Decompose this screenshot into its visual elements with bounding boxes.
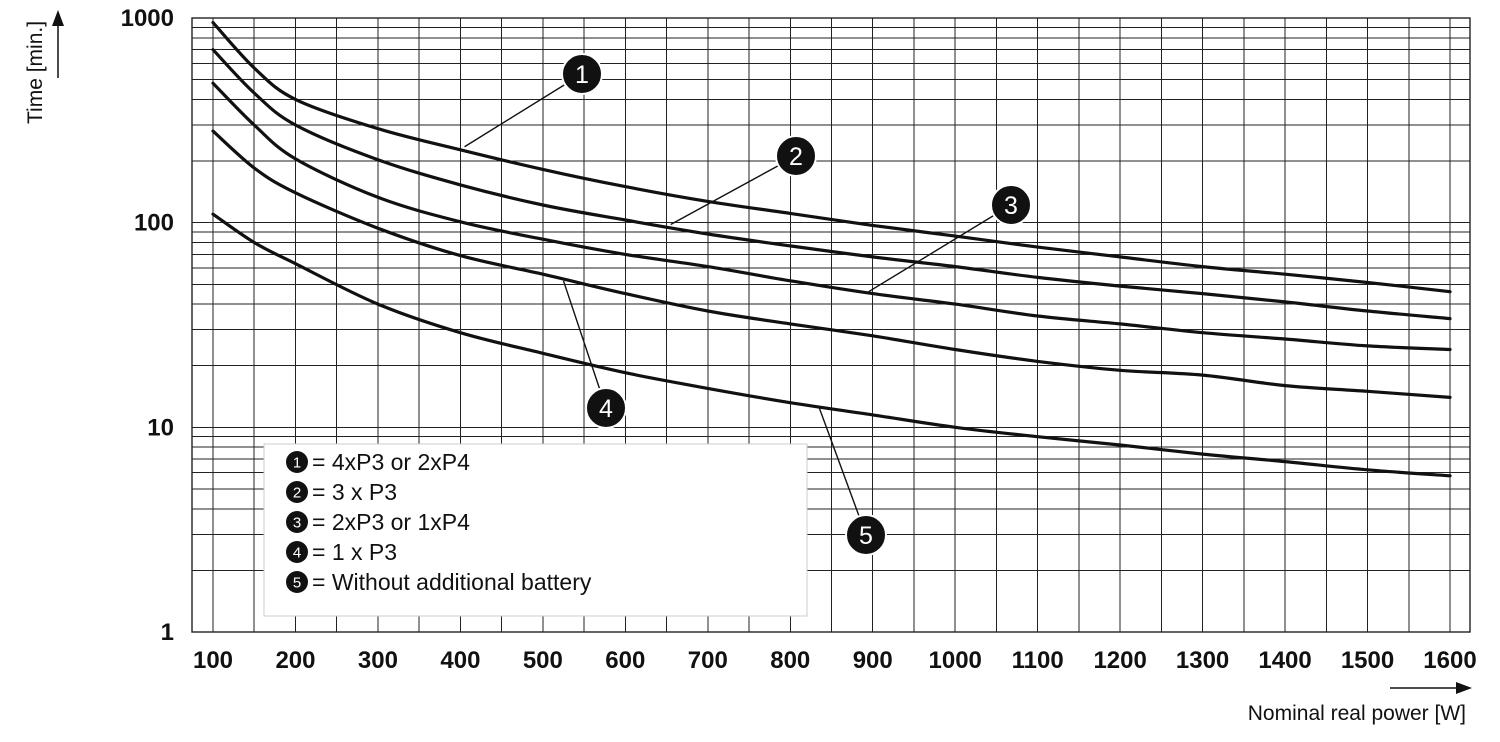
x-tick-label: 1600 (1423, 647, 1476, 674)
callout-badge-5: 5 (845, 514, 887, 556)
x-tick-label: 300 (358, 647, 398, 674)
series-line-5 (211, 212, 1452, 478)
legend-number: 1 (293, 455, 301, 472)
legend-label: = 4xP3 or 2xP4 (312, 449, 470, 475)
x-tick-label: 1200 (1093, 647, 1146, 674)
callout-number: 4 (599, 395, 613, 423)
x-tick-label: 1500 (1341, 647, 1394, 674)
series-line-4 (211, 129, 1452, 399)
curves (211, 21, 1452, 478)
callout-badge-2: 2 (775, 135, 817, 177)
legend-number-badge (286, 451, 308, 473)
legend-number: 5 (293, 575, 301, 592)
legend-number-badge (286, 511, 308, 533)
callout-leaders (464, 83, 995, 517)
y-tick-label: 100 (134, 210, 174, 237)
legend-number: 3 (293, 515, 301, 532)
callout-number: 5 (859, 522, 873, 550)
legend-box (263, 443, 808, 617)
callout-number: 3 (1004, 192, 1018, 220)
legend-number: 4 (293, 545, 301, 562)
callout-badge-4: 4 (585, 387, 627, 429)
series-line-3 (211, 81, 1452, 352)
x-tick-label: 1400 (1258, 647, 1311, 674)
callout-badges: 1 2 3 4 5 (561, 53, 1032, 556)
x-tick-label: 500 (523, 647, 563, 674)
x-tick-label: 1000 (929, 647, 982, 674)
callout-leader-4 (562, 280, 601, 390)
legend-item: 5 = Without additional battery (286, 569, 592, 595)
x-tick-label: 900 (853, 647, 893, 674)
legend-number-badge (286, 541, 308, 563)
legend: 1 = 4xP3 or 2xP4 2 = 3 x P3 3 = 2xP3 or 1xP4 4… (263, 443, 808, 617)
x-axis-arrow-head (1456, 682, 1472, 694)
legend-label: = 2xP3 or 1xP4 (312, 509, 470, 535)
callout-number: 2 (789, 143, 803, 171)
legend-label: = 1 x P3 (312, 539, 397, 565)
callout-number: 1 (575, 61, 589, 89)
y-tick-label: 1000 (121, 5, 174, 32)
callout-leader-1 (464, 83, 566, 148)
legend-item: 1 = 4xP3 or 2xP4 (286, 449, 470, 475)
callout-leader-5 (818, 407, 860, 517)
callout-badge-1: 1 (561, 53, 603, 95)
legend-item: 3 = 2xP3 or 1xP4 (286, 509, 470, 535)
x-tick-label: 600 (605, 647, 645, 674)
x-tick-labels: 100 200 300 400 500 600 700 800 900 1000 1100 1200 1… (193, 647, 1477, 674)
x-tick-label: 1100 (1012, 647, 1064, 674)
series-line-2 (211, 48, 1452, 321)
y-axis-title: Time [min.] (24, 21, 47, 124)
callout-badge-3: 3 (990, 184, 1032, 226)
callout-leader-2 (670, 164, 779, 226)
y-tick-labels: 1 10 100 1000 (121, 5, 174, 646)
legend-number-badge (286, 571, 308, 593)
y-axis-arrow-head (52, 10, 64, 26)
y-tick-label: 1 (161, 619, 174, 646)
legend-item: 2 = 3 x P3 (286, 479, 397, 505)
legend-number: 2 (293, 485, 301, 502)
x-tick-label: 100 (193, 647, 233, 674)
x-tick-label: 800 (770, 647, 810, 674)
legend-item: 4 = 1 x P3 (286, 539, 397, 565)
x-tick-label: 700 (688, 647, 728, 674)
legend-label: = Without additional battery (312, 569, 592, 595)
series-line-1 (211, 21, 1452, 294)
callout-leader-3 (868, 214, 995, 293)
legend-number-badge (286, 481, 308, 503)
x-tick-label: 200 (275, 647, 315, 674)
y-tick-label: 10 (147, 414, 174, 441)
x-axis-title: Nominal real power [W] (1248, 702, 1466, 725)
x-tick-label: 400 (440, 647, 480, 674)
legend-label: = 3 x P3 (312, 479, 397, 505)
x-tick-label: 1300 (1176, 647, 1229, 674)
